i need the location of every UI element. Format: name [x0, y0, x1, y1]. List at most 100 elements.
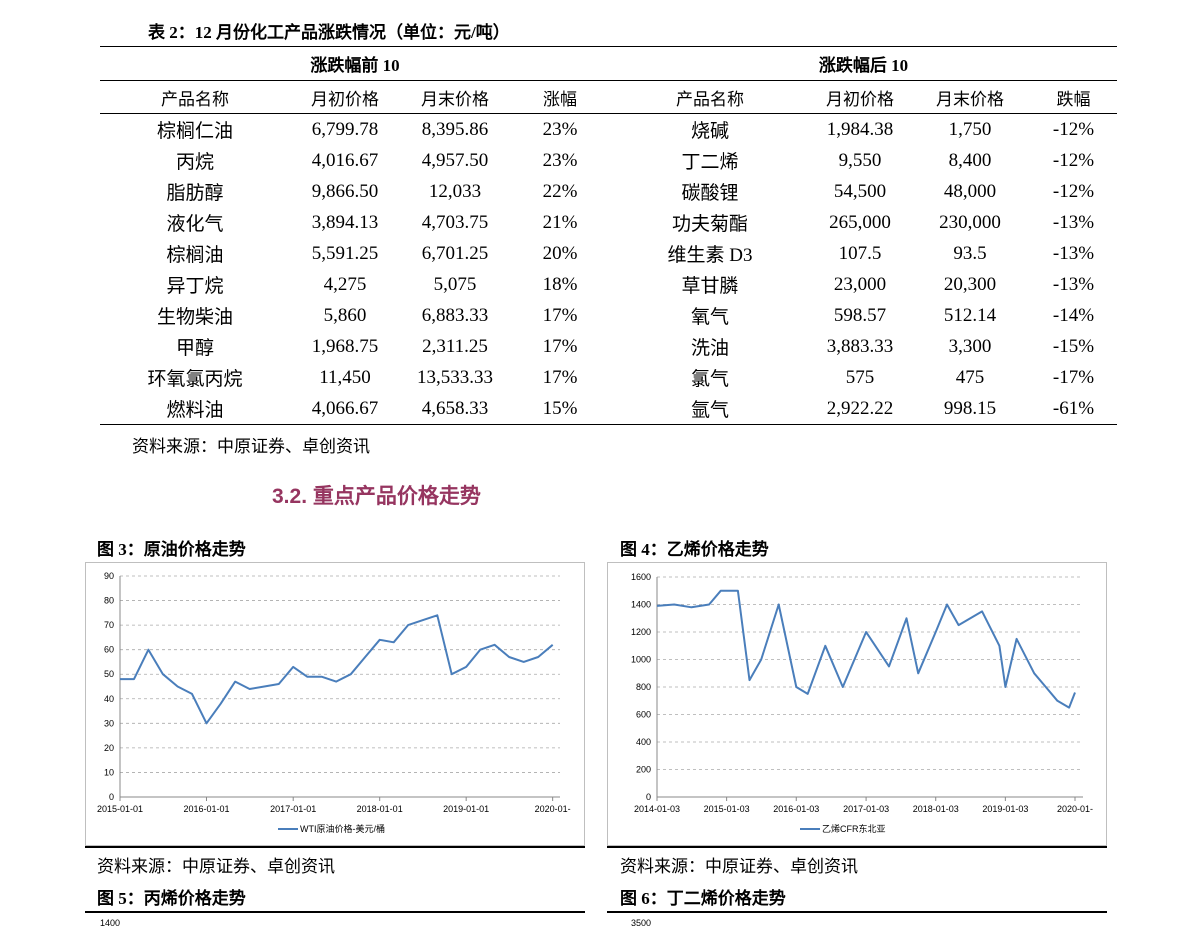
- table-cell: 1,750: [948, 118, 992, 140]
- data-line: [120, 614, 554, 725]
- y-tick-label: 40: [104, 694, 114, 704]
- y-tick-label: 600: [636, 710, 651, 720]
- table-cell: 烧碱: [690, 121, 729, 142]
- y-tick-label: 0: [646, 792, 651, 802]
- y-tick-label: 70: [104, 620, 114, 630]
- column-header: 月末价格: [910, 80, 1030, 114]
- figure-title: 图 3：原油价格走势: [97, 540, 246, 559]
- table-cell: 环氧氯丙烷: [147, 369, 243, 390]
- table-row: 棕榈油 5,591.25 6,701.25 20% 维生素 D3 107.5 93.5 -13…: [100, 238, 1117, 269]
- table-cell: 脂肪醇: [166, 183, 224, 204]
- y-tick-label: 20: [104, 743, 114, 753]
- table-cell: 燃料油: [100, 393, 290, 425]
- y-tick-label: 1400: [100, 918, 120, 927]
- figure-source: 资料来源：中原证券、卓创资讯: [620, 857, 858, 876]
- y-tick-label: 3500: [631, 918, 651, 927]
- table-cell: -61%: [1030, 393, 1117, 425]
- table-cell: 93.5: [953, 242, 987, 264]
- rule: [85, 911, 585, 913]
- table-cell: 23%: [542, 149, 578, 171]
- table-cell: 575: [845, 366, 875, 388]
- chart: 0 200 400 600 800 1000 1200 1400 1600 2014-01-03 2…: [607, 562, 1107, 846]
- column-header: 产品名称: [100, 80, 290, 114]
- table-cell: 4,066.67: [290, 393, 400, 425]
- table-cell: 265,000: [829, 211, 891, 233]
- table-cell: 21%: [542, 211, 578, 233]
- table-cell: 氧气: [690, 307, 729, 328]
- table-cell: 4,658.33: [400, 393, 510, 425]
- x-tick-label: 2016-01-03: [773, 804, 819, 814]
- table-cell: 4,275: [323, 273, 367, 295]
- table-cell: 11,450: [319, 366, 371, 388]
- y-tick-label: 400: [636, 737, 651, 747]
- table-row: 甲醇 1,968.75 2,311.25 17% 洗油 3,883.33 3,300 -15%: [100, 331, 1117, 362]
- column-header: 月初价格: [810, 80, 910, 114]
- x-tick-label: 2017-01-01: [270, 804, 316, 814]
- table-cell: 54,500: [833, 180, 887, 202]
- table-cell: 20,300: [943, 273, 997, 295]
- table-cell: -12%: [1052, 180, 1095, 202]
- y-tick-label: 200: [636, 765, 651, 775]
- table-caption: 表 2：12 月份化工产品涨跌情况（单位：元/吨）: [148, 23, 510, 42]
- table-cell: 丁二烯: [681, 152, 739, 173]
- x-tick-label: 2015-01-03: [704, 804, 750, 814]
- group-header: 涨跌幅前 10: [100, 46, 610, 81]
- table-cell: 20%: [542, 242, 578, 264]
- table-cell: 棕榈仁油: [156, 121, 233, 142]
- table-cell: 8,400: [948, 149, 992, 171]
- y-tick-label: 800: [636, 682, 651, 692]
- table-row: 燃料油 4,066.67 4,658.33 15% 氩气 2,922.22 998.15 -6…: [100, 393, 1117, 425]
- section-heading: 3.2. 重点产品价格走势: [272, 485, 481, 508]
- figure-title: 图 5：丙烯价格走势: [97, 889, 246, 908]
- table-cell: -13%: [1052, 273, 1095, 295]
- table-cell: 氯气: [690, 369, 729, 390]
- x-tick-label: 2015-01-01: [97, 804, 143, 814]
- x-tick-label: 2020-01-: [1057, 804, 1093, 814]
- table-cell: 4,703.75: [421, 211, 489, 233]
- legend-label: WTI原油价格-美元/桶: [300, 823, 385, 834]
- figure-title: 图 4：乙烯价格走势: [620, 540, 769, 559]
- table-cell: 512.14: [943, 304, 997, 326]
- table-cell: 6,799.78: [311, 118, 379, 140]
- x-tick-label: 2020-01-: [535, 804, 571, 814]
- x-tick-label: 2014-01-03: [634, 804, 680, 814]
- table-cell: 草甘膦: [681, 276, 739, 297]
- y-tick-label: 1600: [631, 572, 651, 582]
- table-row: 异丁烷 4,275 5,075 18% 草甘膦 23,000 20,300 -13%: [100, 269, 1117, 300]
- table-source: 资料来源：中原证券、卓创资讯: [132, 437, 370, 456]
- table-cell: 9,866.50: [311, 180, 379, 202]
- table-cell: 107.5: [838, 242, 882, 264]
- table-cell: -13%: [1052, 211, 1095, 233]
- y-tick-label: 1000: [631, 655, 651, 665]
- column-header: 跌幅: [1030, 80, 1117, 114]
- table-cell: 5,860: [323, 304, 367, 326]
- table-cell: -14%: [1052, 304, 1095, 326]
- price-table: 涨跌幅前 10 涨跌幅后 10 产品名称 月初价格 月末价格 涨幅 产品名称 月初价格 月末价…: [100, 46, 1117, 425]
- table-cell: 23,000: [833, 273, 887, 295]
- table-row: 脂肪醇 9,866.50 12,033 22% 碳酸锂 54,500 48,000 -12%: [100, 176, 1117, 207]
- y-tick-label: 1400: [631, 600, 651, 610]
- table-cell: 3,894.13: [311, 211, 379, 233]
- table-cell: 甲醇: [175, 338, 214, 359]
- table-cell: 功夫菊酯: [671, 214, 748, 235]
- table-cell: 6,701.25: [421, 242, 489, 264]
- table-cell: -15%: [1052, 335, 1095, 357]
- table-cell: 1,984.38: [826, 118, 894, 140]
- table-cell: 丙烷: [175, 152, 214, 173]
- table-cell: 维生素 D3: [667, 245, 753, 266]
- column-header: 产品名称: [610, 80, 810, 114]
- table-cell: 5,591.25: [311, 242, 379, 264]
- table-cell: 48,000: [943, 180, 997, 202]
- y-tick-label: 90: [104, 571, 114, 581]
- table-cell: 17%: [542, 366, 578, 388]
- table-row: 环氧氯丙烷 11,450 13,533.33 17% 氯气 575 475 -17%: [100, 362, 1117, 393]
- table-cell: 碳酸锂: [681, 183, 739, 204]
- y-tick-label: 0: [109, 792, 114, 802]
- table-row: 棕榈仁油 6,799.78 8,395.86 23% 烧碱 1,984.38 1,750 -1…: [100, 114, 1117, 146]
- chart: 3500: [631, 918, 651, 927]
- y-tick-label: 50: [104, 669, 114, 679]
- column-header: 月初价格: [290, 80, 400, 114]
- y-tick-label: 1200: [631, 627, 651, 637]
- x-tick-label: 2019-01-03: [982, 804, 1028, 814]
